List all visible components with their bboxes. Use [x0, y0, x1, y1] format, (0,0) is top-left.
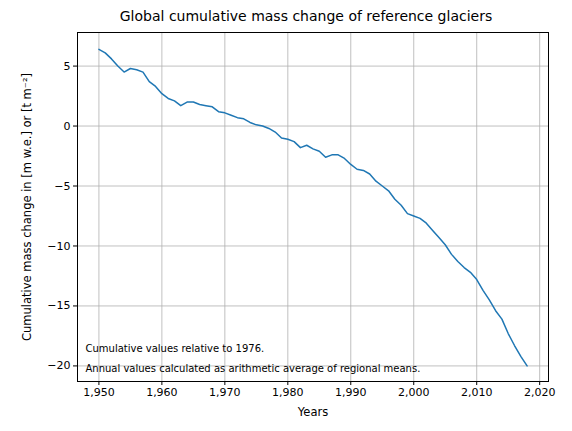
- svg-text:1,970: 1,970: [209, 386, 241, 399]
- svg-text:0: 0: [64, 120, 71, 133]
- svg-text:Annual values calculated as ar: Annual values calculated as arithmetic a…: [86, 363, 421, 374]
- svg-text:1,960: 1,960: [146, 386, 178, 399]
- svg-text:−5: −5: [54, 180, 70, 193]
- svg-text:−10: −10: [47, 239, 70, 252]
- svg-text:−15: −15: [47, 299, 70, 312]
- html-text:Global cumulative mass change: Global cumulative mass change of referen…: [119, 8, 493, 24]
- svg-text:Cumulative values relative to: Cumulative values relative to 1976.: [86, 343, 265, 354]
- svg-text:5: 5: [64, 60, 71, 73]
- svg-text:Years: Years: [297, 405, 328, 419]
- svg-text:1,950: 1,950: [83, 386, 115, 399]
- svg-text:2,010: 2,010: [461, 386, 493, 399]
- svg-text:−20: −20: [47, 359, 70, 372]
- svg-text:1,990: 1,990: [335, 386, 367, 399]
- svg-text:1,980: 1,980: [272, 386, 304, 399]
- svg-text:2,000: 2,000: [398, 386, 430, 399]
- svg-text:2,020: 2,020: [524, 386, 556, 399]
- svg-text:Cumulative mass change in [m w: Cumulative mass change in [m w.e.] or [t…: [20, 73, 34, 341]
